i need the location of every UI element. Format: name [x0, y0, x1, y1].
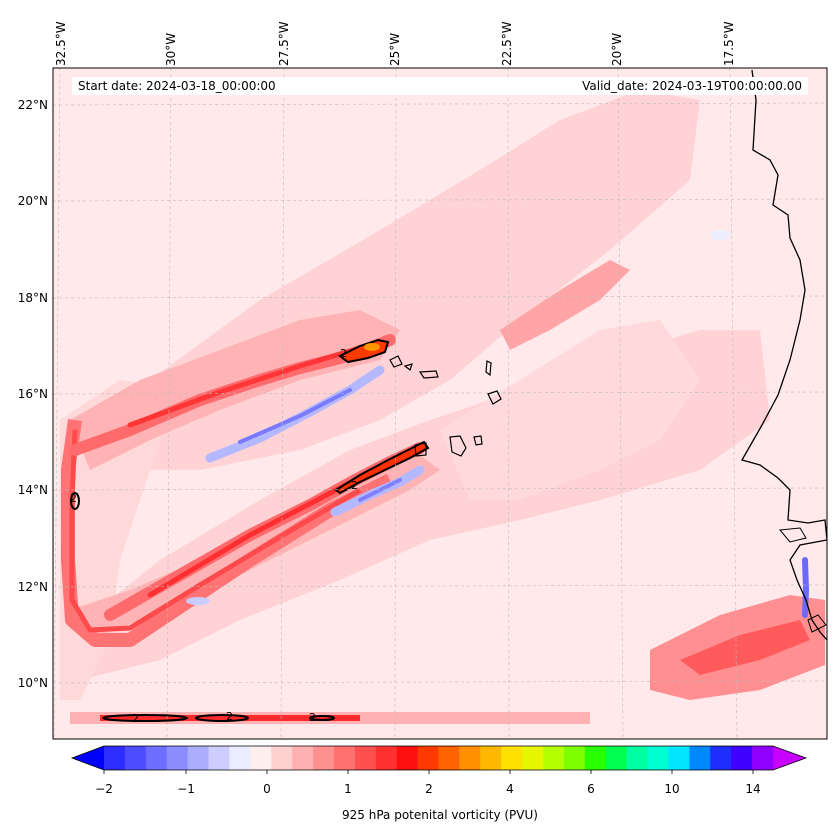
lon-tick-label: 22.5°W — [500, 21, 514, 66]
pv-arc-west — [61, 419, 394, 647]
lon-tick-label: 32.5°W — [54, 21, 68, 66]
contour-label: 2 — [340, 347, 347, 360]
colorbar-extend-min — [72, 746, 104, 770]
colorbar-swatch — [271, 746, 293, 770]
lat-tick-label: 22°N — [17, 98, 48, 112]
colorbar-swatch — [710, 746, 732, 770]
lat-tick-label: 10°N — [17, 676, 48, 690]
contour-label: 2 — [70, 492, 77, 505]
gridlines — [53, 68, 827, 739]
pv-streak-southeast-core — [680, 620, 810, 675]
colorbar-swatch — [187, 746, 210, 770]
coast-detail — [807, 614, 827, 633]
colorbar-swatch — [313, 746, 335, 770]
lat-tick-label: 16°N — [17, 387, 48, 401]
colorbar-swatch — [354, 746, 377, 770]
contour-label: 2 — [226, 710, 233, 723]
pv-contour-loop — [195, 714, 249, 722]
colorbar-tick-label: −1 — [177, 782, 195, 796]
pv-core-north-orange — [364, 343, 380, 351]
colorbar-swatch — [731, 746, 753, 770]
colorbar-extend-max — [773, 746, 806, 770]
colorbar-swatch — [375, 746, 398, 770]
colorbar-tick-label: 10 — [664, 782, 680, 796]
colorbar-swatch — [501, 746, 523, 770]
colorbar-swatch — [396, 746, 419, 770]
contour-label: 2 — [309, 711, 316, 724]
colorbar-tick-label: 6 — [587, 782, 595, 796]
colorbar-tick-label: 2 — [425, 782, 433, 796]
african-coastline — [741, 69, 827, 641]
colorbar-tick-label: −2 — [95, 782, 113, 796]
colorbar-swatch — [124, 746, 147, 770]
pv-contour-loop — [102, 714, 188, 722]
colorbar-tick-label: 14 — [745, 782, 761, 796]
colorbar-swatch — [292, 746, 314, 770]
pv-contour-loop — [70, 492, 80, 510]
colorbar-swatch — [104, 746, 126, 770]
colorbar-swatch — [522, 746, 544, 770]
colorbar-swatch — [668, 746, 690, 770]
colorbar-swatch — [752, 746, 774, 770]
pv-band-north-core — [127, 345, 363, 428]
pv-contour-loop — [309, 715, 335, 721]
colorbar-swatch — [480, 746, 502, 770]
map-frame — [52, 67, 828, 740]
pv-negative-south-core — [358, 478, 402, 502]
colorbar-swatch — [563, 746, 586, 770]
pv-negative-patch — [710, 230, 730, 240]
colorbar-swatch — [689, 746, 711, 770]
lon-tick-label: 20°W — [610, 32, 624, 66]
colorbar-swatch — [250, 746, 272, 770]
pv-streak-east — [500, 260, 630, 350]
lat-tick-label: 12°N — [17, 580, 48, 594]
lat-tick-label: 18°N — [17, 291, 48, 305]
pv-band-bottom-core — [100, 715, 360, 721]
colorbar-swatch — [459, 746, 481, 770]
lon-tick-label: 25°W — [388, 32, 402, 66]
lat-tick-label: 14°N — [17, 483, 48, 497]
pv-negative-north-core — [238, 388, 352, 444]
colorbar-swatch — [145, 746, 168, 770]
coast-detail — [779, 527, 807, 543]
colorbar-swatch — [229, 746, 251, 770]
lon-tick-label: 30°W — [164, 32, 178, 66]
colorbar-tick-label: 1 — [344, 782, 352, 796]
colorbar-tick-label: 4 — [506, 782, 514, 796]
colorbar-swatch — [626, 746, 649, 770]
cape-verde-islands — [389, 355, 502, 457]
colorbar-swatch — [166, 746, 189, 770]
pv-negative-east — [802, 557, 810, 618]
contour-label: 2 — [351, 479, 358, 492]
colorbar-swatch — [605, 746, 628, 770]
contour-label: 2 — [132, 712, 139, 725]
colorbar-swatch — [584, 746, 607, 770]
colorbar-swatch — [647, 746, 670, 770]
colorbar — [70, 745, 808, 774]
pv-arc-west-core — [69, 429, 362, 633]
lon-tick-label: 17.5°W — [722, 21, 736, 66]
lat-tick-label: 20°N — [17, 194, 48, 208]
colorbar-swatch — [417, 746, 440, 770]
colorbar-tick-label: 0 — [263, 782, 271, 796]
colorbar-swatch — [333, 746, 356, 770]
colorbar-swatch — [438, 746, 461, 770]
colorbar-title: 925 hPa potenital vorticity (PVU) — [342, 808, 538, 822]
pv-region-east-upper — [440, 320, 700, 500]
pv-core-south — [334, 440, 430, 495]
colorbar-swatch — [208, 746, 231, 770]
valid-date-label: Valid_date: 2024-03-19T00:00:00.00 — [402, 77, 808, 95]
pv-negative-patch — [186, 597, 210, 605]
start-date-label: Start date: 2024-03-18_00:00:00 — [72, 77, 414, 95]
lon-tick-label: 27.5°W — [277, 21, 291, 66]
colorbar-swatch — [543, 746, 565, 770]
